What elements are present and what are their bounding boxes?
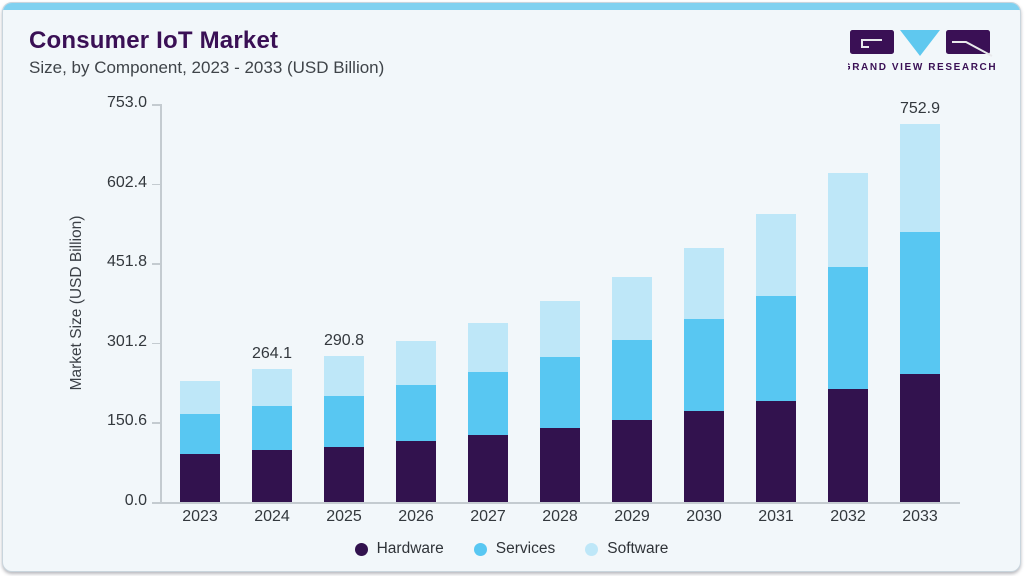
x-tick-label-2025: 2025: [326, 508, 362, 525]
bar-value-label-2024: 264.1: [251, 345, 293, 363]
bar-2024-software: [252, 369, 292, 407]
x-tick-label-2032: 2032: [830, 508, 866, 525]
y-tick-label: 451.8: [106, 253, 147, 271]
x-tick-label-2033: 2033: [902, 508, 938, 525]
bar-2027-software: [468, 322, 508, 373]
bar-2026-hardware: [396, 441, 436, 502]
legend-label-hardware: Hardware: [376, 540, 444, 557]
y-tick-mark: [152, 342, 160, 345]
bar-2025-hardware: [324, 447, 364, 502]
y-tick-label: 301.2: [106, 332, 147, 350]
bar-2023-software: [180, 381, 220, 415]
legend: Hardware Services Software: [3, 540, 1020, 558]
y-tick-label: 150.6: [106, 412, 147, 430]
bar-value-label-2025: 290.8: [323, 332, 365, 350]
y-axis-line: [160, 104, 162, 502]
bar-2025-services: [324, 396, 364, 448]
bar-2029-services: [612, 340, 652, 420]
bar-2027-services: [468, 372, 508, 436]
bar-2028-software: [540, 301, 580, 358]
bar-2030-services: [684, 318, 724, 412]
legend-item-software: Software: [585, 540, 668, 558]
x-tick-label-2027: 2027: [470, 508, 506, 525]
x-tick-label-2026: 2026: [398, 508, 434, 525]
bar-2031-hardware: [756, 401, 796, 502]
bar-2032-hardware: [828, 389, 868, 502]
bar-2031-software: [756, 214, 796, 296]
y-tick-mark: [152, 183, 160, 186]
x-tick-label-2031: 2031: [758, 508, 794, 525]
y-tick-label: 753.0: [106, 94, 147, 111]
x-tick-label-2024: 2024: [254, 508, 290, 525]
bar-2025-software: [324, 356, 364, 397]
bar-2026-services: [396, 385, 436, 442]
bar-2029-hardware: [612, 419, 652, 502]
grand-view-research-logo: GRAND VIEW RESEARCH: [848, 30, 997, 73]
bar-2033-services: [900, 232, 940, 375]
x-tick-label-2030: 2030: [686, 508, 722, 525]
bar-2033-software: [900, 124, 940, 233]
bar-2026-software: [396, 341, 436, 386]
software-legend-dot-icon: [585, 542, 599, 556]
bar-value-label-2033: 752.9: [899, 100, 941, 118]
bar-2027-hardware: [468, 435, 508, 502]
bar-2028-services: [540, 357, 580, 429]
x-tick-label-2029: 2029: [614, 508, 650, 525]
bar-2031-services: [756, 295, 796, 402]
bar-2024-hardware: [252, 450, 292, 502]
legend-label-software: Software: [607, 540, 669, 557]
y-axis-title: Market Size (USD Billion): [68, 215, 85, 391]
y-tick-mark: [152, 422, 160, 424]
y-tick-mark: [152, 263, 160, 265]
x-tick-label-2028: 2028: [542, 508, 578, 525]
logo-mark-icon: [850, 30, 993, 57]
y-tick-mark: [152, 104, 160, 106]
legend-item-services: Services: [473, 540, 556, 558]
hardware-legend-dot-icon: [354, 542, 368, 556]
bar-2024-services: [252, 406, 292, 451]
x-axis-line: [160, 502, 960, 504]
bar-2032-software: [828, 173, 868, 267]
bar-2033-hardware: [900, 374, 940, 502]
logo-text: GRAND VIEW RESEARCH: [848, 62, 997, 73]
services-legend-dot-icon: [473, 542, 487, 556]
bar-2023-services: [180, 414, 220, 455]
chart-subtitle: Size, by Component, 2023 - 2033 (USD Bil…: [29, 58, 385, 77]
legend-item-hardware: Hardware: [354, 540, 444, 558]
bar-2030-hardware: [684, 411, 724, 502]
bar-2032-services: [828, 266, 868, 390]
accent-top-strip: [3, 3, 1020, 10]
bar-2028-hardware: [540, 428, 580, 502]
page-title: Consumer IoT Market: [29, 27, 279, 54]
bar-2029-software: [612, 277, 652, 341]
bar-2023-hardware: [180, 454, 220, 502]
y-tick-mark: [152, 502, 160, 504]
bar-2030-software: [684, 247, 724, 319]
y-tick-label: 602.4: [106, 173, 147, 191]
legend-label-services: Services: [495, 540, 556, 557]
x-tick-label-2023: 2023: [182, 508, 218, 525]
y-tick-label: 0.0: [124, 492, 147, 509]
